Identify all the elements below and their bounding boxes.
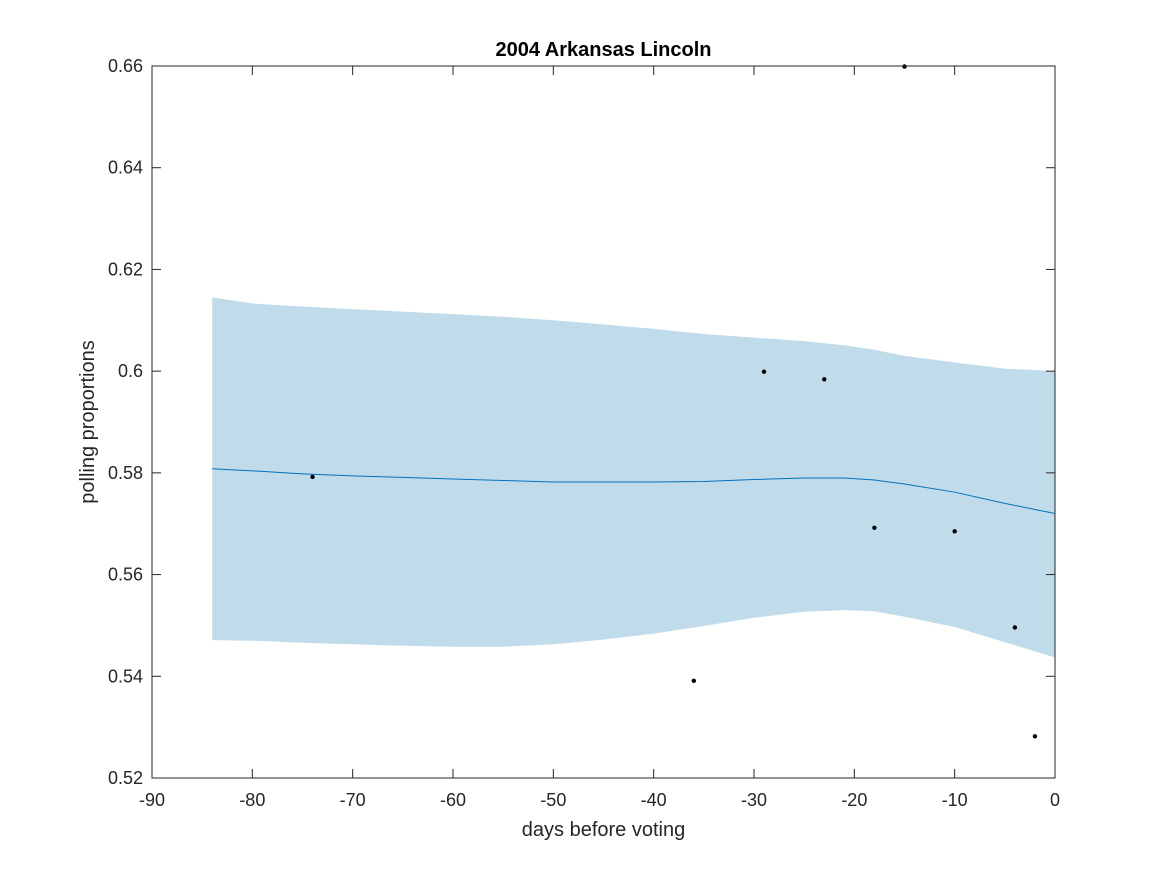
x-tick-label: -80 xyxy=(239,790,265,810)
x-tick-label: -50 xyxy=(540,790,566,810)
axes-box xyxy=(151,65,1056,779)
poll-point xyxy=(822,377,827,382)
x-tick-label: -20 xyxy=(841,790,867,810)
confidence-band xyxy=(212,297,1055,658)
poll-point xyxy=(952,529,957,534)
series-line xyxy=(212,468,1056,515)
x-tick-label: -60 xyxy=(440,790,466,810)
x-tick-label: -40 xyxy=(641,790,667,810)
poll-point xyxy=(1012,625,1018,630)
poll-point xyxy=(872,525,877,530)
x-tick-label: -90 xyxy=(139,790,165,810)
y-tick-label: 0.58 xyxy=(108,463,143,483)
y-tick-label: 0.56 xyxy=(108,565,143,585)
plot-area xyxy=(212,64,1056,739)
y-tick-label: 0.52 xyxy=(108,768,143,788)
x-tick-labels: -90 -80 -70 -60 -50 -40 -30 -20 -10 0 xyxy=(139,790,1060,810)
y-tick-label: 0.66 xyxy=(108,56,143,76)
y-tick-label: 0.62 xyxy=(108,259,143,279)
y-tick-label: 0.6 xyxy=(118,361,143,381)
x-tick-label: -30 xyxy=(741,790,767,810)
x-tick-label: 0 xyxy=(1050,790,1060,810)
x-tick-label: -70 xyxy=(340,790,366,810)
poll-point xyxy=(902,64,907,69)
x-tick-label: -10 xyxy=(942,790,968,810)
y-tick-label: 0.54 xyxy=(108,666,143,686)
poll-point xyxy=(1032,734,1038,739)
y-axis-label: polling proportions xyxy=(77,340,99,503)
chart-title: 2004 Arkansas Lincoln xyxy=(495,39,711,61)
poll-point xyxy=(761,369,767,374)
poll-point xyxy=(691,678,696,684)
poll-point xyxy=(310,474,315,480)
y-tick-labels: 0.52 0.54 0.56 0.58 0.6 0.62 0.64 0.66 xyxy=(108,56,143,788)
x-axis-label: days before voting xyxy=(522,819,685,841)
y-tick-label: 0.64 xyxy=(108,158,143,178)
